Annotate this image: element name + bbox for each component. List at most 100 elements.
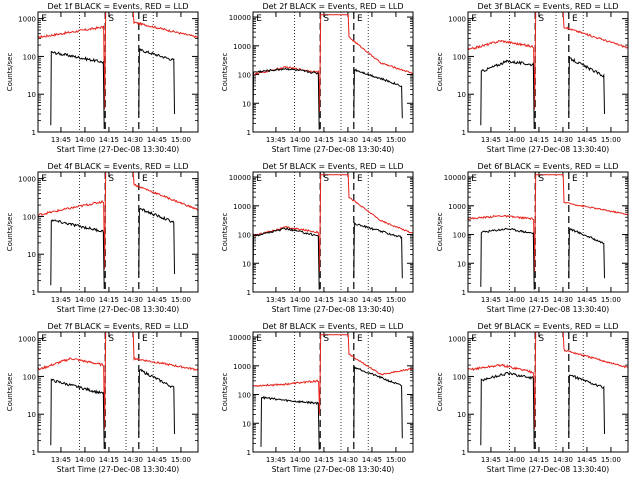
- y-tick-label: 10: [27, 251, 36, 259]
- plot-frame: [467, 331, 629, 453]
- y-tick-label: 10000: [229, 14, 251, 22]
- events-series-line: [253, 67, 320, 130]
- y-tick-label: 1000: [233, 43, 251, 51]
- x-tick-label: 13:45: [266, 136, 286, 144]
- panel-title: Det 7f BLACK = Events, RED = LLD: [47, 322, 188, 331]
- plot-area: [253, 12, 413, 132]
- plot-area: [38, 172, 198, 292]
- y-tick-label: 10: [242, 100, 251, 108]
- x-tick-label: 14:45: [147, 456, 167, 464]
- marker-letter: S: [108, 174, 114, 184]
- plot-frame: [37, 171, 199, 293]
- y-tick-label: 10: [242, 420, 251, 428]
- x-tick-label: 13:45: [266, 456, 286, 464]
- x-axis-label: Start Time (27-Dec-08 13:30:40): [272, 145, 394, 154]
- y-axis-label: Counts/sec: [436, 53, 444, 92]
- marker-letter: E: [572, 334, 578, 344]
- x-tick-label: 14:45: [362, 136, 382, 144]
- events-series-line: [568, 55, 605, 115]
- y-tick-label: 10: [457, 411, 466, 419]
- panel-title: Det 8f BLACK = Events, RED = LLD: [262, 322, 403, 331]
- marker-letter: S: [323, 174, 329, 184]
- x-tick-label: 14:30: [553, 296, 573, 304]
- y-axis-label: Counts/sec: [221, 53, 229, 92]
- marker-letter: E: [256, 14, 262, 24]
- panel-title: Det 5f BLACK = Events, RED = LLD: [262, 162, 403, 171]
- panel-3: Det 3f BLACK = Events, RED = LLD Counts/s…: [436, 2, 629, 154]
- marker-letter: S: [538, 334, 544, 344]
- y-tick-label: 10: [27, 411, 36, 419]
- y-tick-label: 10: [457, 91, 466, 99]
- marker-letter: S: [538, 174, 544, 184]
- marker-letter: E: [142, 174, 148, 184]
- y-tick-label: 10: [242, 260, 251, 268]
- y-tick-label: 1: [462, 449, 466, 457]
- x-tick-label: 13:45: [481, 456, 501, 464]
- panel-8: Det 8f BLACK = Events, RED = LLD Counts/s…: [221, 322, 414, 474]
- x-axis-label: Start Time (27-Dec-08 13:30:40): [57, 305, 179, 314]
- marker-letter: S: [323, 334, 329, 344]
- plot-frame: [37, 331, 199, 453]
- x-tick-label: 14:30: [338, 296, 358, 304]
- x-tick-label: 15:00: [171, 296, 191, 304]
- x-tick-label: 14:45: [577, 136, 597, 144]
- y-tick-label: 1: [247, 289, 251, 297]
- plot-area: [38, 12, 198, 132]
- y-tick-label: 1000: [448, 16, 466, 24]
- y-tick-label: 1000: [18, 176, 36, 184]
- x-tick-label: 14:30: [123, 296, 143, 304]
- plot-frame: [467, 171, 629, 293]
- x-tick-label: 14:00: [290, 136, 310, 144]
- y-axis-label: Counts/sec: [436, 373, 444, 412]
- x-tick-label: 14:00: [290, 456, 310, 464]
- events-series-line: [50, 378, 105, 450]
- y-tick-label: 10000: [444, 174, 466, 182]
- x-tick-label: 14:15: [314, 296, 334, 304]
- y-tick-label: 10000: [229, 334, 251, 342]
- y-tick-label: 10: [457, 260, 466, 268]
- events-series-line: [260, 395, 320, 450]
- y-tick-label: 1: [462, 289, 466, 297]
- marker-letter: E: [41, 334, 47, 344]
- plot-frame: [252, 11, 414, 133]
- x-tick-label: 14:30: [123, 136, 143, 144]
- marker-letter: E: [357, 14, 363, 24]
- y-tick-label: 100: [453, 232, 466, 240]
- plot-area: [253, 332, 413, 452]
- marker-letter: E: [471, 334, 477, 344]
- x-tick-label: 14:45: [147, 136, 167, 144]
- y-tick-label: 10: [27, 91, 36, 99]
- x-tick-label: 14:30: [123, 456, 143, 464]
- plot-frame: [467, 11, 629, 133]
- x-tick-label: 13:45: [51, 296, 71, 304]
- marker-letter: E: [256, 334, 262, 344]
- events-series-line: [568, 374, 605, 435]
- x-tick-label: 15:00: [386, 456, 406, 464]
- x-tick-label: 15:00: [601, 136, 621, 144]
- x-tick-label: 14:00: [505, 296, 525, 304]
- x-tick-label: 14:15: [529, 296, 549, 304]
- marker-letter: E: [471, 14, 477, 24]
- x-axis-label: Start Time (27-Dec-08 13:30:40): [487, 465, 609, 474]
- events-series-line: [353, 366, 403, 439]
- marker-letter: E: [357, 174, 363, 184]
- x-axis-label: Start Time (27-Dec-08 13:30:40): [57, 145, 179, 154]
- marker-letter: S: [108, 334, 114, 344]
- marker-letter: E: [41, 174, 47, 184]
- panel-1: Det 1f BLACK = Events, RED = LLD Counts/s…: [6, 2, 199, 154]
- x-tick-label: 14:00: [75, 456, 95, 464]
- marker-letter: S: [108, 14, 114, 24]
- events-series-line: [568, 227, 605, 279]
- x-tick-label: 14:15: [529, 136, 549, 144]
- lld-series-line: [468, 12, 628, 110]
- x-tick-label: 13:45: [51, 136, 71, 144]
- plot-area: [468, 12, 628, 132]
- panel-5: Det 5f BLACK = Events, RED = LLD Counts/s…: [221, 162, 414, 314]
- plot-frame: [252, 331, 414, 453]
- x-tick-label: 13:45: [481, 136, 501, 144]
- x-tick-label: 14:30: [338, 456, 358, 464]
- events-series-line: [138, 48, 175, 115]
- marker-letter: S: [538, 14, 544, 24]
- y-tick-label: 1: [32, 289, 36, 297]
